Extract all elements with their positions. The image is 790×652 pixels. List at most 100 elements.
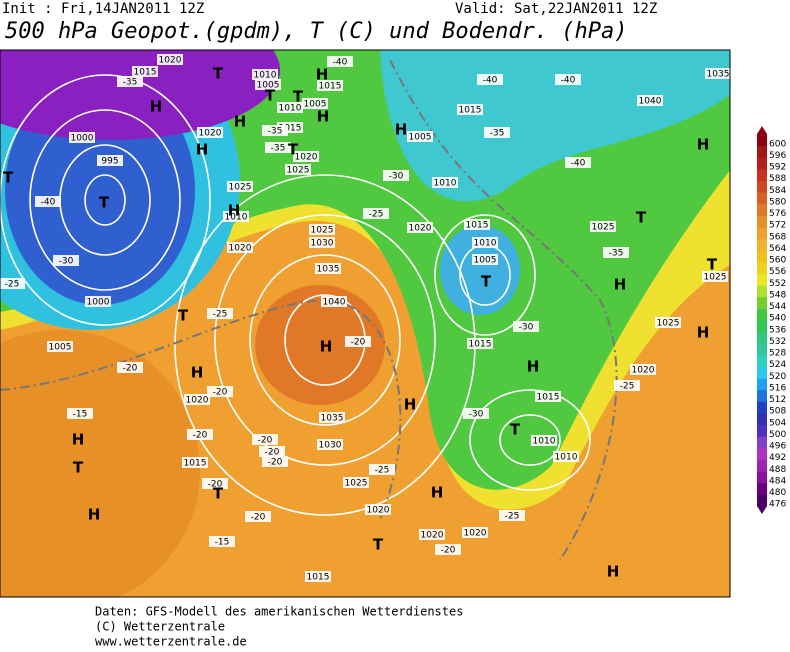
temperature-label: -25 xyxy=(375,466,390,476)
pressure-label-box xyxy=(277,102,303,113)
colorbar-swatch xyxy=(757,273,767,286)
colorbar-label: 592 xyxy=(769,163,786,173)
colorbar-label: 476 xyxy=(769,500,786,510)
pressure-label: 1015 xyxy=(466,221,489,231)
pressure-label-box xyxy=(255,79,281,90)
pressure-center: T xyxy=(178,307,189,325)
temperature-label-box xyxy=(499,510,525,521)
pressure-label: 1005 xyxy=(474,256,497,266)
colorbar-swatch xyxy=(757,227,767,240)
colorbar-swatch xyxy=(757,157,767,170)
pressure-label: 1010 xyxy=(555,453,578,463)
pressure-label-box xyxy=(531,435,557,446)
colorbar-swatch xyxy=(757,296,767,309)
temperature-label-box xyxy=(207,308,233,319)
pressure-label-box xyxy=(277,122,303,133)
pressure-label-box xyxy=(321,296,347,307)
pressure-label: 1010 xyxy=(533,437,556,447)
temperature-label-box xyxy=(565,157,591,168)
pressure-center: T xyxy=(213,485,224,503)
pressure-center: H xyxy=(196,141,209,159)
colorbar-label: 584 xyxy=(769,186,786,196)
pressure-label: 1025 xyxy=(345,479,368,489)
pressure-center: T xyxy=(707,256,718,274)
colorbar-swatch xyxy=(757,331,767,344)
temperature-label: -15 xyxy=(215,538,230,548)
pressure-label: 1010 xyxy=(254,71,277,81)
pressure-center: T xyxy=(99,194,110,212)
colorbar-swatch xyxy=(757,436,767,449)
temperature-label-box xyxy=(262,456,288,467)
colorbar-label: 552 xyxy=(769,279,786,289)
temperature-label: -25 xyxy=(5,280,20,290)
temperature-label-box xyxy=(345,336,371,347)
pressure-label-box xyxy=(462,527,488,538)
pressure-center: T xyxy=(3,169,14,187)
pressure-label-box xyxy=(630,364,656,375)
pressure-center: T xyxy=(293,88,304,106)
pressure-label-box xyxy=(227,181,253,192)
colorbar-swatch xyxy=(757,203,767,216)
temperature-label: -25 xyxy=(213,310,228,320)
colorbar-swatch xyxy=(757,482,767,495)
pressure-label: 1035 xyxy=(707,70,730,80)
temperature-label-box xyxy=(53,255,79,266)
temperature-label-box xyxy=(202,478,228,489)
colorbar-label: 596 xyxy=(769,151,786,161)
pressure-label: 1015 xyxy=(459,106,482,116)
pressure-center: H xyxy=(697,324,710,342)
pressure-label: 995 xyxy=(101,157,118,167)
temperature-label: -20 xyxy=(258,436,273,446)
pressure-label-box xyxy=(182,457,208,468)
pressure-label: 1020 xyxy=(421,531,444,541)
pressure-label: 1010 xyxy=(474,239,497,249)
colorbar-label: 548 xyxy=(769,290,786,300)
pressure-center: T xyxy=(373,536,384,554)
colorbar-label: 480 xyxy=(769,488,786,498)
pressure-label-box xyxy=(365,504,391,515)
temperature-label: -40 xyxy=(333,58,348,68)
pressure-label-box xyxy=(705,68,730,79)
temperature-label: -20 xyxy=(351,338,366,348)
pressure-label-box xyxy=(223,211,249,222)
pressure-center: H xyxy=(150,98,163,116)
colorbar-label: 564 xyxy=(769,244,786,254)
colorbar-label: 556 xyxy=(769,267,786,277)
pressure-center: T xyxy=(288,141,299,159)
pressure-label: 1020 xyxy=(229,244,252,254)
pressure-center: H xyxy=(607,563,620,581)
colorbar-swatch xyxy=(757,366,767,379)
pressure-label: 1010 xyxy=(279,104,302,114)
pressure-label: 1025 xyxy=(311,226,334,236)
colorbar-label: 504 xyxy=(769,418,786,428)
temperature-label-box xyxy=(209,536,235,547)
temperature-label-box xyxy=(35,196,61,207)
colorbar-swatch xyxy=(757,134,767,147)
colorbar-label: 580 xyxy=(769,197,786,207)
temperature-label-box xyxy=(513,321,539,332)
temperature-label-box xyxy=(207,386,233,397)
pressure-label-box xyxy=(309,224,335,235)
warm-core xyxy=(255,285,385,405)
isobars xyxy=(0,74,591,516)
temperature-label: -30 xyxy=(469,410,484,420)
pressure-label: 1020 xyxy=(367,506,390,516)
pressure-center: T xyxy=(265,87,276,105)
colorbar-label: 600 xyxy=(769,139,786,149)
temperature-label: -40 xyxy=(483,76,498,86)
pressure-label: 1030 xyxy=(319,441,342,451)
map-frame xyxy=(0,49,731,598)
pressure-center: H xyxy=(191,364,204,382)
temperature-label-box xyxy=(477,74,503,85)
pressure-label-box xyxy=(319,412,345,423)
colorbar-swatch xyxy=(757,261,767,274)
pressure-label-box xyxy=(407,222,433,233)
temperature-label-box xyxy=(117,362,143,373)
temperature-label: -20 xyxy=(265,448,280,458)
pressure-center: T xyxy=(481,273,492,291)
colorbar-label: 576 xyxy=(769,209,786,219)
temperature-label-box xyxy=(383,170,409,181)
temperature-label-box xyxy=(265,142,291,153)
temperature-label: -20 xyxy=(193,431,208,441)
